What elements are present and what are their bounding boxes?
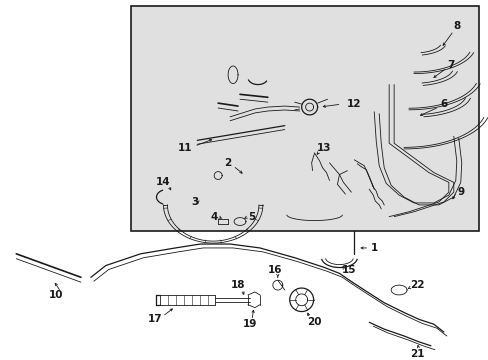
Text: 17: 17 — [148, 314, 163, 324]
Text: 20: 20 — [307, 317, 321, 327]
Text: 2: 2 — [224, 158, 231, 168]
Text: 11: 11 — [178, 143, 192, 153]
Text: 4: 4 — [210, 212, 218, 222]
Text: 3: 3 — [191, 197, 199, 207]
Text: 13: 13 — [317, 143, 331, 153]
Text: 19: 19 — [242, 319, 257, 329]
Text: 12: 12 — [346, 99, 361, 109]
Text: 8: 8 — [452, 21, 460, 31]
Text: 6: 6 — [439, 99, 447, 109]
Text: 15: 15 — [342, 265, 356, 275]
Text: 14: 14 — [156, 177, 170, 188]
Text: 16: 16 — [267, 265, 282, 275]
Text: 7: 7 — [446, 60, 453, 70]
Text: 10: 10 — [49, 290, 63, 300]
Text: 21: 21 — [409, 348, 424, 359]
Text: 9: 9 — [456, 187, 464, 197]
Bar — [130, 6, 478, 231]
Text: 22: 22 — [409, 280, 424, 290]
Text: 18: 18 — [230, 280, 245, 290]
Text: 1: 1 — [370, 243, 377, 253]
Text: 5: 5 — [248, 212, 255, 222]
